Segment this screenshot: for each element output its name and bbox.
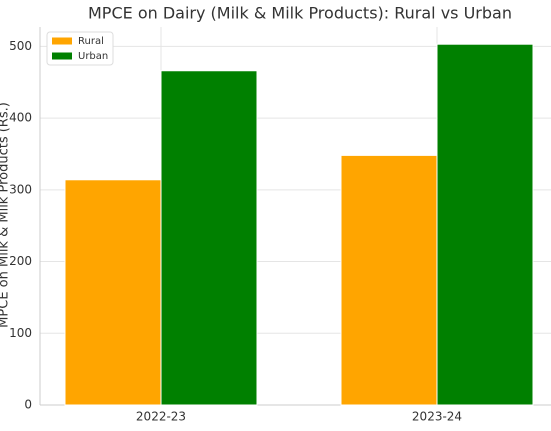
legend-label: Urban [78,51,108,62]
bar [160,70,258,406]
y-tick-label: 300 [9,182,32,196]
legend-swatch [52,37,72,45]
chart-title: MPCE on Dairy (Milk & Milk Products): Ru… [88,4,512,23]
bar [340,154,438,406]
y-tick-label: 200 [9,254,32,268]
y-tick-label: 100 [9,326,32,340]
legend-label: Rural [78,36,104,47]
bar [436,43,534,406]
x-tick-label: 2023-24 [412,410,462,424]
y-tick-label: 0 [24,398,32,412]
x-tick-label: 2022-23 [136,410,186,424]
y-tick-label: 500 [9,39,32,53]
legend-swatch [52,52,72,60]
bar [64,179,162,406]
y-tick-label: 400 [9,111,32,125]
y-axis-label: MPCE on Milk & Milk Products (Rs.) [0,102,12,328]
